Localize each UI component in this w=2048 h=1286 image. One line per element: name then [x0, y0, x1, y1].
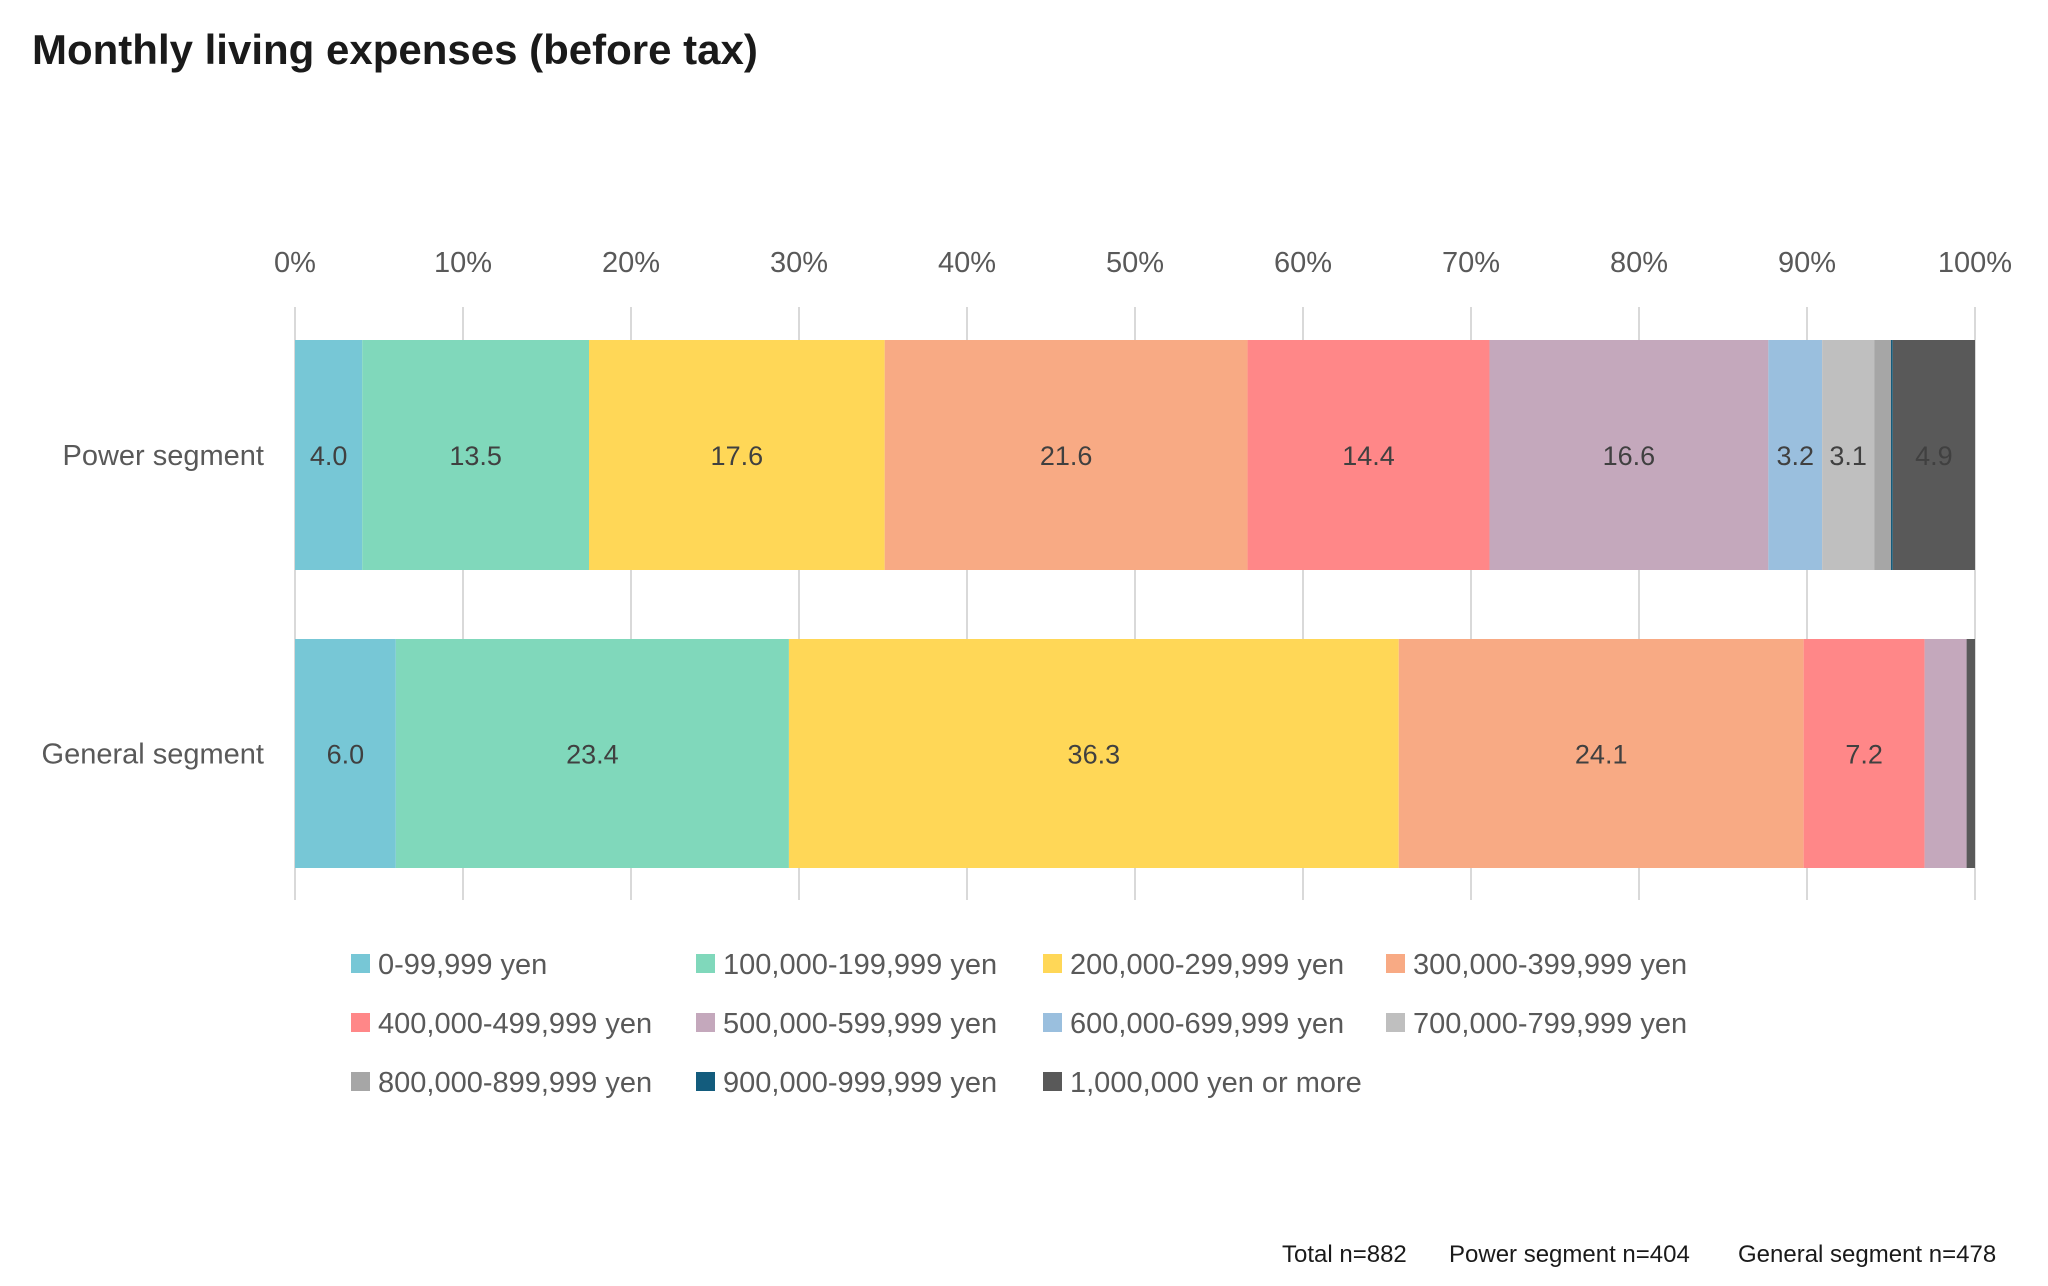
- x-tick-label: 90%: [1778, 247, 1836, 279]
- legend-label: 600,000-699,999 yen: [1070, 1008, 1344, 1040]
- bar-segment: [1489, 340, 1769, 570]
- bar-segment: [1966, 639, 1975, 868]
- legend-label: 1,000,000 yen or more: [1070, 1067, 1362, 1099]
- legend-item: 300,000-399,999 yen: [1386, 949, 1687, 981]
- legend-swatch: [1043, 954, 1062, 973]
- x-tick-label: 70%: [1442, 247, 1500, 279]
- x-tick-label: 0%: [274, 247, 316, 279]
- bar-segment: [1822, 340, 1875, 570]
- legend-item: 400,000-499,999 yen: [351, 1008, 652, 1040]
- bar-segment: [1398, 639, 1804, 868]
- legend-swatch: [696, 1072, 715, 1091]
- x-tick-label: 40%: [938, 247, 996, 279]
- legend-item: 700,000-799,999 yen: [1386, 1008, 1687, 1040]
- data-label: 7.2: [1845, 740, 1883, 770]
- legend-label: 800,000-899,999 yen: [378, 1067, 652, 1099]
- category-label: Power segment: [63, 440, 265, 472]
- data-label: 13.5: [449, 441, 502, 471]
- x-tick-label: 50%: [1106, 247, 1164, 279]
- category-labels: Power segment General segment: [42, 440, 264, 771]
- legend-swatch: [351, 1013, 370, 1032]
- data-label: 23.4: [566, 740, 619, 770]
- legend-swatch: [1386, 1013, 1405, 1032]
- legend-item: 0-99,999 yen: [351, 949, 547, 981]
- bar-segment: [362, 340, 589, 570]
- x-axis-ticks: 0% 10% 20% 30% 40% 50% 60% 70% 80% 90% 100%: [274, 247, 2012, 279]
- legend-item: 500,000-599,999 yen: [696, 1008, 997, 1040]
- bar-segment: [295, 340, 363, 570]
- footer-general-n: General segment n=478: [1738, 1241, 1996, 1268]
- legend-label: 400,000-499,999 yen: [378, 1008, 652, 1040]
- legend-swatch: [1043, 1013, 1062, 1032]
- footer-total-n: Total n=882: [1282, 1241, 1407, 1268]
- data-label: 21.6: [1040, 441, 1093, 471]
- bar-segment: [589, 340, 885, 570]
- sample-size-footer: Total n=882 Power segment n=404 General …: [1282, 1241, 1996, 1268]
- legend-label: 100,000-199,999 yen: [723, 949, 997, 981]
- legend-swatch: [1386, 954, 1405, 973]
- bar-segment: [295, 639, 396, 868]
- legend-label: 900,000-999,999 yen: [723, 1067, 997, 1099]
- category-label: General segment: [42, 739, 264, 771]
- legend-label: 200,000-299,999 yen: [1070, 949, 1344, 981]
- x-tick-label: 80%: [1610, 247, 1668, 279]
- data-label: 24.1: [1575, 740, 1628, 770]
- bar-segment: [1891, 340, 1893, 570]
- legend-label: 300,000-399,999 yen: [1413, 949, 1687, 981]
- legend-item: 900,000-999,999 yen: [696, 1067, 997, 1099]
- chart-title: Monthly living expenses (before tax): [32, 26, 758, 73]
- bar-segment: [395, 639, 789, 868]
- bar-segment: [884, 340, 1248, 570]
- legend-swatch: [351, 1072, 370, 1091]
- data-label: 4.9: [1915, 441, 1953, 471]
- legend-label: 0-99,999 yen: [378, 949, 547, 981]
- data-label: 14.4: [1342, 441, 1395, 471]
- data-labels: 4.0 13.5 17.6 21.6 14.4 16.6 3.2 3.1 4.9 6.0 23.4 3…: [310, 441, 1953, 770]
- legend-item: 1,000,000 yen or more: [1043, 1067, 1362, 1099]
- data-label: 3.2: [1776, 441, 1814, 471]
- bar-segment: [1924, 639, 1967, 868]
- legend-swatch: [351, 954, 370, 973]
- x-tick-label: 30%: [770, 247, 828, 279]
- bar-segment: [788, 639, 1399, 868]
- legend-item: 600,000-699,999 yen: [1043, 1008, 1344, 1040]
- bars: [295, 340, 1975, 868]
- legend-item: 800,000-899,999 yen: [351, 1067, 652, 1099]
- legend-item: 100,000-199,999 yen: [696, 949, 997, 981]
- data-label: 4.0: [310, 441, 348, 471]
- legend-item: 200,000-299,999 yen: [1043, 949, 1344, 981]
- data-label: 16.6: [1603, 441, 1656, 471]
- bar-segment: [1247, 340, 1490, 570]
- legend-swatch: [1043, 1072, 1062, 1091]
- x-tick-label: 100%: [1938, 247, 2012, 279]
- bar-segment: [1768, 340, 1823, 570]
- data-label: 3.1: [1829, 441, 1867, 471]
- data-label: 6.0: [327, 740, 365, 770]
- bar-segment: [1874, 340, 1891, 570]
- data-label: 36.3: [1068, 740, 1121, 770]
- x-tick-label: 60%: [1274, 247, 1332, 279]
- footer-power-n: Power segment n=404: [1449, 1241, 1690, 1268]
- legend-swatch: [696, 1013, 715, 1032]
- bar-segment: [1803, 639, 1925, 868]
- bar-segment: [1892, 340, 1975, 570]
- legend: 0-99,999 yen 100,000-199,999 yen 200,000-2…: [351, 949, 1687, 1099]
- data-label: 17.6: [711, 441, 764, 471]
- legend-swatch: [696, 954, 715, 973]
- legend-label: 700,000-799,999 yen: [1413, 1008, 1687, 1040]
- x-tick-label: 20%: [602, 247, 660, 279]
- x-tick-label: 10%: [434, 247, 492, 279]
- legend-label: 500,000-599,999 yen: [723, 1008, 997, 1040]
